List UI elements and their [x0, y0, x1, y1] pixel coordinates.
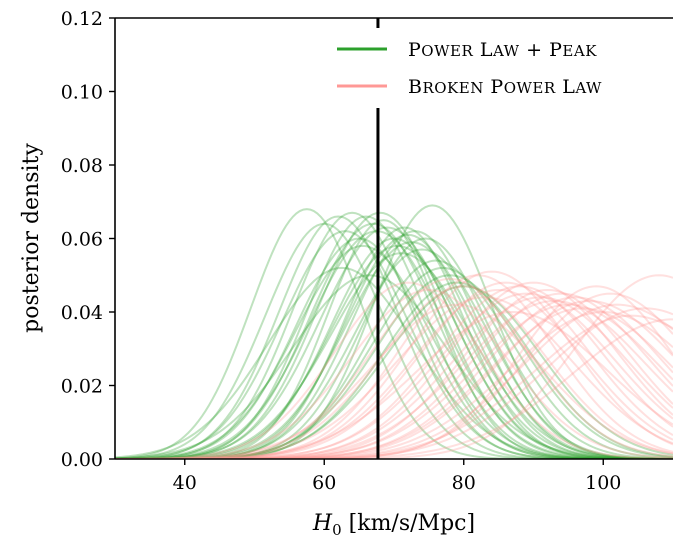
x-axis-title: H0 [km/s/Mpc]: [312, 511, 475, 539]
y-tick-label-3: 0.06: [61, 229, 103, 251]
legend-label-broken-power-law: BROKEN POWER LAW: [408, 76, 602, 98]
series-0-curve-8: [115, 222, 673, 459]
series-0-curve-9: [115, 230, 673, 459]
legend-label-power-law-peak: POWER LAW + PEAK: [408, 39, 597, 61]
series-1-curve-24: [115, 318, 673, 459]
legend: POWER LAW + PEAK BROKEN POWER LAW: [330, 28, 670, 108]
series-0-curve-27: [115, 274, 673, 459]
y-tick-label-1: 0.02: [61, 376, 103, 398]
series-0-curve-0: [115, 208, 673, 459]
series-0-curve-10: [115, 211, 673, 459]
series-1-curve-0: [115, 281, 673, 459]
x-tick-label-2: 80: [452, 472, 476, 494]
y-axis-title: posterior density: [19, 143, 44, 333]
series-0-curve-12: [115, 237, 673, 459]
y-ticks: 0.00 0.02 0.04 0.06 0.08 0.10 0.12: [61, 8, 115, 471]
y-tick-label-0: 0.00: [61, 449, 103, 471]
series-1-curve-26: [115, 296, 673, 459]
x-ticks: 40 60 80 100: [173, 459, 621, 494]
series-0-curve-6: [115, 244, 673, 459]
series-0-curve-14: [115, 252, 673, 459]
curves-layer: [115, 204, 673, 459]
series-0-curve-13: [115, 244, 673, 459]
series-1-curve-27: [115, 303, 673, 459]
y-tick-label-4: 0.08: [61, 155, 103, 177]
series-1-curve-2: [115, 277, 673, 459]
series-1-curve-28: [115, 285, 673, 459]
x-tick-label-3: 100: [585, 472, 621, 494]
x-tick-label-1: 60: [312, 472, 336, 494]
series-0-curve-16: [115, 241, 673, 459]
series-1-curve-3: [115, 285, 673, 459]
series-0-curve-26: [115, 266, 673, 459]
series-1-curve-29: [115, 292, 673, 459]
series-1-curve-23: [115, 274, 673, 459]
series-0-curve-17: [115, 230, 673, 459]
series-0-curve-15: [115, 233, 673, 459]
x-tick-label-0: 40: [173, 472, 197, 494]
legend-background: [330, 28, 670, 108]
series-0-curve-11: [115, 226, 673, 459]
y-tick-label-5: 0.10: [61, 82, 103, 104]
series-0-curve-18: [115, 248, 673, 459]
series-0-curve-29: [115, 226, 673, 459]
y-tick-label-2: 0.04: [61, 302, 103, 324]
y-tick-label-6: 0.12: [61, 8, 103, 30]
series-1-curve-1: [115, 288, 673, 459]
